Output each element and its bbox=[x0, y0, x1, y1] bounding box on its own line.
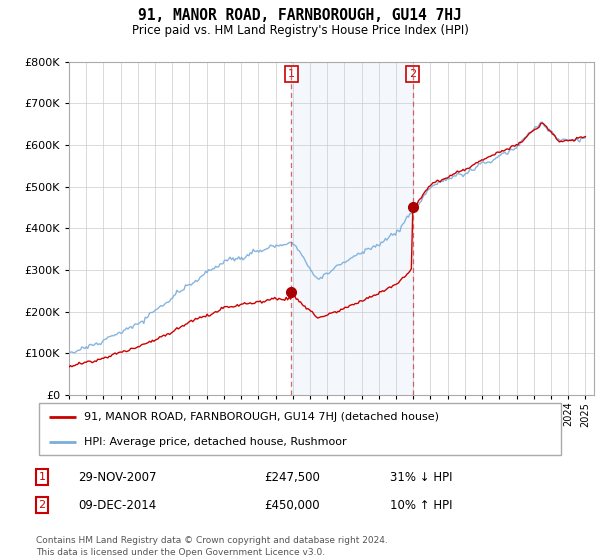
Text: 10% ↑ HPI: 10% ↑ HPI bbox=[390, 498, 452, 512]
Text: Contains HM Land Registry data © Crown copyright and database right 2024.
This d: Contains HM Land Registry data © Crown c… bbox=[36, 536, 388, 557]
FancyBboxPatch shape bbox=[38, 403, 562, 455]
Text: 1: 1 bbox=[288, 69, 295, 79]
Text: £450,000: £450,000 bbox=[264, 498, 320, 512]
Text: Price paid vs. HM Land Registry's House Price Index (HPI): Price paid vs. HM Land Registry's House … bbox=[131, 24, 469, 36]
Text: 91, MANOR ROAD, FARNBOROUGH, GU14 7HJ (detached house): 91, MANOR ROAD, FARNBOROUGH, GU14 7HJ (d… bbox=[83, 412, 439, 422]
Text: 91, MANOR ROAD, FARNBOROUGH, GU14 7HJ: 91, MANOR ROAD, FARNBOROUGH, GU14 7HJ bbox=[138, 8, 462, 24]
Text: 29-NOV-2007: 29-NOV-2007 bbox=[78, 470, 157, 484]
Text: 09-DEC-2014: 09-DEC-2014 bbox=[78, 498, 156, 512]
Text: 1: 1 bbox=[38, 472, 46, 482]
Text: 2: 2 bbox=[38, 500, 46, 510]
Text: HPI: Average price, detached house, Rushmoor: HPI: Average price, detached house, Rush… bbox=[83, 437, 346, 447]
Text: £247,500: £247,500 bbox=[264, 470, 320, 484]
Bar bbox=[292, 62, 413, 395]
Text: 31% ↓ HPI: 31% ↓ HPI bbox=[390, 470, 452, 484]
Text: 2: 2 bbox=[409, 69, 416, 79]
